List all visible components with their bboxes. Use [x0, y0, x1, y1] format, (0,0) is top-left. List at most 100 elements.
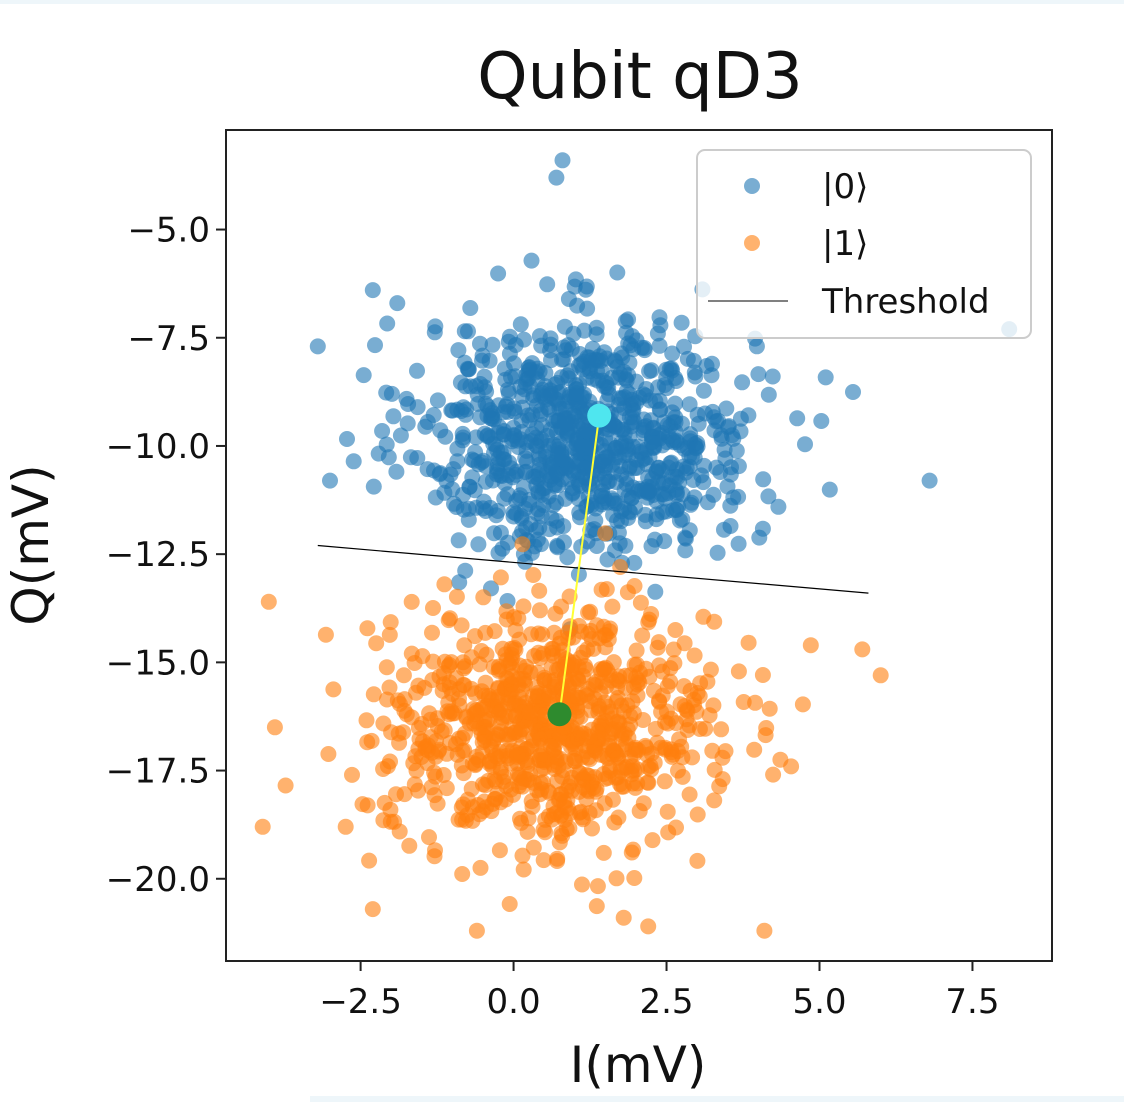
- scatter-point: [728, 442, 745, 459]
- scatter-point: [656, 773, 673, 790]
- scatter-point: [478, 646, 495, 663]
- scatter-point: [531, 582, 548, 599]
- scatter-point: [531, 602, 548, 619]
- scatter-point: [732, 423, 749, 440]
- scatter-point: [355, 367, 372, 384]
- scatter-point: [505, 508, 522, 525]
- scatter-point: [526, 648, 543, 664]
- scatter-point: [525, 839, 542, 856]
- scatter-point: [557, 753, 574, 770]
- scatter-point: [613, 438, 630, 455]
- scatter-point: [631, 803, 648, 819]
- scatter-point: [632, 594, 649, 611]
- scatter-point: [609, 264, 626, 281]
- scatter-point: [470, 395, 487, 412]
- scatter-point: [517, 464, 534, 481]
- scatter-point: [325, 681, 342, 698]
- scatter-point: [706, 761, 723, 778]
- scatter-point: [686, 449, 703, 466]
- scatter-point: [466, 452, 483, 469]
- scatter-point: [454, 866, 471, 882]
- series-1-points: [254, 525, 889, 939]
- scatter-point: [422, 711, 439, 728]
- scatter-point: [604, 791, 621, 808]
- scatter-point: [466, 706, 483, 723]
- scatter-point: [635, 712, 652, 728]
- scatter-point: [557, 342, 574, 359]
- scatter-point: [564, 769, 581, 786]
- scatter-point: [647, 583, 664, 600]
- scatter-point: [921, 472, 938, 489]
- scatter-point: [375, 715, 392, 732]
- scatter-point: [359, 620, 376, 637]
- scatter-point: [748, 338, 765, 355]
- scatter-point: [266, 719, 283, 736]
- scatter-point: [260, 593, 277, 610]
- scatter-point: [497, 398, 514, 415]
- scatter-point: [605, 492, 622, 509]
- scatter-point: [520, 359, 537, 376]
- scatter-point: [821, 481, 838, 498]
- scatter-point: [613, 763, 629, 780]
- scatter-point: [474, 734, 491, 751]
- scatter-point: [516, 672, 533, 689]
- legend-marker-state0: [744, 178, 760, 194]
- scatter-point: [548, 494, 565, 511]
- scatter-point: [364, 282, 381, 299]
- scatter-point: [456, 637, 473, 654]
- scatter-point: [608, 870, 625, 887]
- scatter-point: [478, 383, 495, 400]
- scatter-point: [754, 520, 771, 537]
- y-tick-label: −20.0: [106, 860, 210, 900]
- scatter-point: [669, 469, 686, 486]
- scatter-point: [478, 799, 494, 816]
- scatter-point: [704, 742, 721, 759]
- scatter-point: [686, 647, 703, 664]
- scatter-point: [496, 490, 513, 507]
- scatter-point: [598, 678, 615, 695]
- scatter-point: [395, 724, 412, 741]
- scatter-point: [580, 604, 597, 621]
- scatter-point: [391, 823, 408, 840]
- scatter-point: [475, 589, 492, 606]
- scatter-point: [566, 278, 583, 295]
- scatter-point: [378, 659, 395, 676]
- scatter-point: [653, 704, 670, 720]
- scatter-point: [491, 842, 508, 859]
- scatter-point: [549, 850, 566, 867]
- scatter-point: [572, 708, 589, 725]
- scatter-point: [486, 623, 503, 640]
- scatter-point: [589, 878, 606, 895]
- scatter-point: [365, 686, 382, 703]
- scatter-point: [645, 419, 662, 436]
- scatter-point: [565, 629, 582, 646]
- scatter-point: [546, 624, 563, 641]
- scatter-point: [599, 551, 616, 568]
- scatter-point: [681, 396, 698, 413]
- scatter-point: [679, 350, 696, 367]
- scatter-point: [668, 502, 685, 518]
- scatter-point: [718, 400, 735, 417]
- scatter-point: [573, 356, 590, 373]
- y-tick-label: −10.0: [106, 427, 210, 467]
- scatter-point: [682, 426, 699, 443]
- scatter-point: [405, 755, 422, 772]
- x-tick-label: 7.5: [945, 982, 999, 1022]
- scatter-point: [470, 536, 487, 553]
- scatter-point: [686, 697, 703, 714]
- scatter-point: [492, 569, 509, 586]
- scatter-point: [639, 746, 656, 763]
- scatter-point: [410, 677, 427, 694]
- scatter-point: [549, 466, 566, 483]
- scatter-point: [460, 323, 476, 340]
- scatter-point: [643, 362, 660, 379]
- scatter-point: [755, 471, 772, 488]
- scatter-point: [467, 628, 483, 645]
- y-axis-label: Q(mV): [2, 464, 60, 625]
- scatter-point: [490, 545, 507, 561]
- x-tick-label: 5.0: [792, 982, 846, 1022]
- scatter-point: [406, 776, 423, 793]
- scatter-point: [651, 337, 668, 354]
- legend-label-state1: |1⟩: [822, 224, 868, 264]
